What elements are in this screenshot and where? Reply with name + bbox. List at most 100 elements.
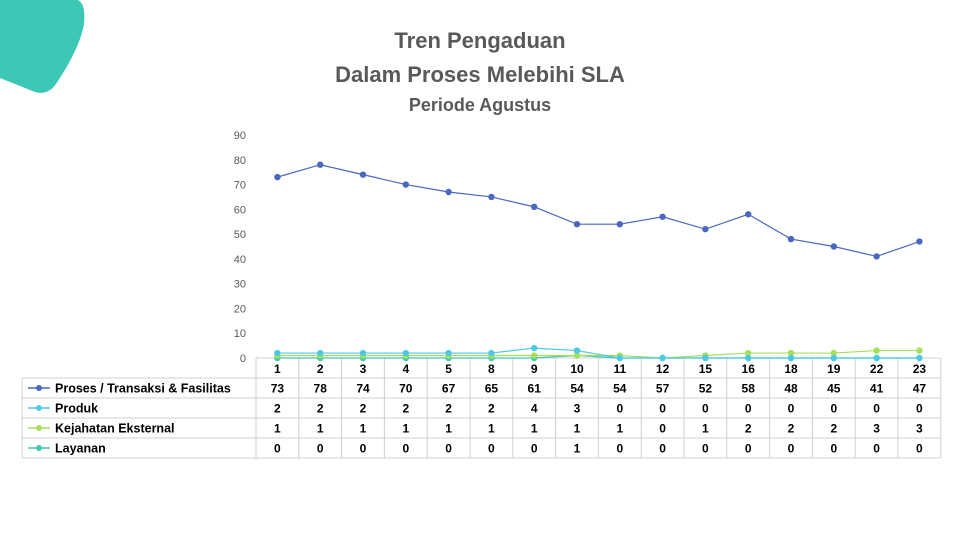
y-tick-label: 0 xyxy=(240,353,246,365)
y-tick-label: 30 xyxy=(234,279,246,291)
data-point xyxy=(445,188,452,196)
y-tick-label: 10 xyxy=(234,328,246,340)
series-label: Produk xyxy=(55,402,98,416)
data-point xyxy=(916,347,923,354)
data-point xyxy=(830,243,837,250)
table-value: 1 xyxy=(702,422,709,436)
table-value: 0 xyxy=(616,442,623,456)
table-value: 67 xyxy=(442,382,456,396)
table-value: 1 xyxy=(488,422,495,436)
data-point xyxy=(573,221,581,228)
table-value: 4 xyxy=(531,402,538,416)
table-value: 0 xyxy=(659,442,666,456)
table-value: 0 xyxy=(873,442,880,456)
x-tick-label: 10 xyxy=(570,362,584,376)
y-tick-label: 40 xyxy=(234,254,246,266)
y-tick-label: 70 xyxy=(234,180,246,192)
table-value: 70 xyxy=(399,382,413,396)
x-tick-label: 23 xyxy=(913,362,927,376)
legend-key-marker xyxy=(36,405,42,411)
table-value: 3 xyxy=(916,422,923,436)
table-value: 0 xyxy=(916,402,923,416)
data-point xyxy=(531,203,538,211)
table-value: 0 xyxy=(402,442,409,456)
table-value: 41 xyxy=(870,382,884,396)
data-point xyxy=(445,349,452,357)
table-value: 45 xyxy=(827,382,841,396)
data-point xyxy=(659,213,666,220)
series-label: Proses / Transaksi & Fasilitas xyxy=(55,382,231,396)
x-tick-label: 16 xyxy=(742,362,756,376)
x-tick-label: 8 xyxy=(488,362,495,376)
y-tick-label: 20 xyxy=(234,303,246,315)
table-value: 0 xyxy=(616,402,623,416)
data-point xyxy=(702,354,709,362)
x-tick-label: 9 xyxy=(531,362,538,376)
table-value: 2 xyxy=(745,422,752,436)
legend-key-marker xyxy=(36,425,42,431)
x-tick-label: 11 xyxy=(613,362,626,376)
table-value: 48 xyxy=(784,382,798,396)
data-point xyxy=(873,354,880,362)
data-point xyxy=(573,347,581,354)
series-line xyxy=(277,164,920,258)
data-point xyxy=(659,354,666,362)
data-point xyxy=(274,349,281,357)
table-value: 0 xyxy=(531,442,538,456)
x-tick-label: 2 xyxy=(317,362,324,376)
x-tick-label: 1 xyxy=(274,362,281,376)
table-value: 1 xyxy=(574,422,581,436)
table-value: 52 xyxy=(699,382,713,396)
x-tick-label: 3 xyxy=(360,362,367,376)
legend-key-marker xyxy=(36,385,42,391)
table-value: 78 xyxy=(314,382,328,396)
y-tick-label: 90 xyxy=(234,130,246,142)
chart-subtitle: Periode Agustus xyxy=(408,95,552,115)
y-tick-label: 50 xyxy=(234,229,246,241)
data-point xyxy=(787,354,795,362)
data-point xyxy=(916,354,923,362)
data-point xyxy=(488,193,495,201)
x-tick-label: 12 xyxy=(656,362,670,376)
table-value: 3 xyxy=(873,422,880,436)
table-value: 0 xyxy=(445,442,452,456)
table-value: 73 xyxy=(271,382,285,396)
chart-title-line2: Dalam Proses Melebihi SLA xyxy=(335,62,625,87)
legend-key-marker xyxy=(36,445,42,451)
x-tick-label: 5 xyxy=(445,362,452,376)
data-point xyxy=(274,173,281,181)
data-point xyxy=(402,349,409,357)
table-value: 0 xyxy=(274,442,281,456)
x-tick-label: 15 xyxy=(699,362,713,376)
x-tick-label: 22 xyxy=(870,362,884,376)
table-value: 65 xyxy=(485,382,499,396)
table-value: 1 xyxy=(274,422,281,436)
table-value: 1 xyxy=(445,422,452,436)
y-tick-label: 60 xyxy=(234,204,246,216)
data-point xyxy=(745,211,752,218)
y-tick-label: 80 xyxy=(234,155,246,167)
table-value: 3 xyxy=(574,402,581,416)
data-point xyxy=(830,349,837,357)
table-value: 0 xyxy=(830,402,837,416)
data-point xyxy=(616,354,623,362)
table-value: 1 xyxy=(574,442,581,456)
series-line xyxy=(277,347,920,359)
table-value: 2 xyxy=(830,422,837,436)
table-value: 0 xyxy=(830,442,837,456)
table-value: 61 xyxy=(528,382,542,396)
data-point xyxy=(317,349,324,357)
table-value: 1 xyxy=(317,422,324,436)
data-point xyxy=(787,235,795,243)
table-value: 58 xyxy=(742,382,756,396)
table-value: 54 xyxy=(613,382,627,396)
table-value: 0 xyxy=(788,442,795,456)
table-value: 0 xyxy=(702,402,709,416)
table-value: 0 xyxy=(788,402,795,416)
data-point xyxy=(873,347,880,354)
data-point xyxy=(531,352,538,359)
data-point xyxy=(830,354,837,362)
table-value: 57 xyxy=(656,382,670,396)
x-tick-label: 19 xyxy=(827,362,841,376)
table-value: 1 xyxy=(616,422,623,436)
